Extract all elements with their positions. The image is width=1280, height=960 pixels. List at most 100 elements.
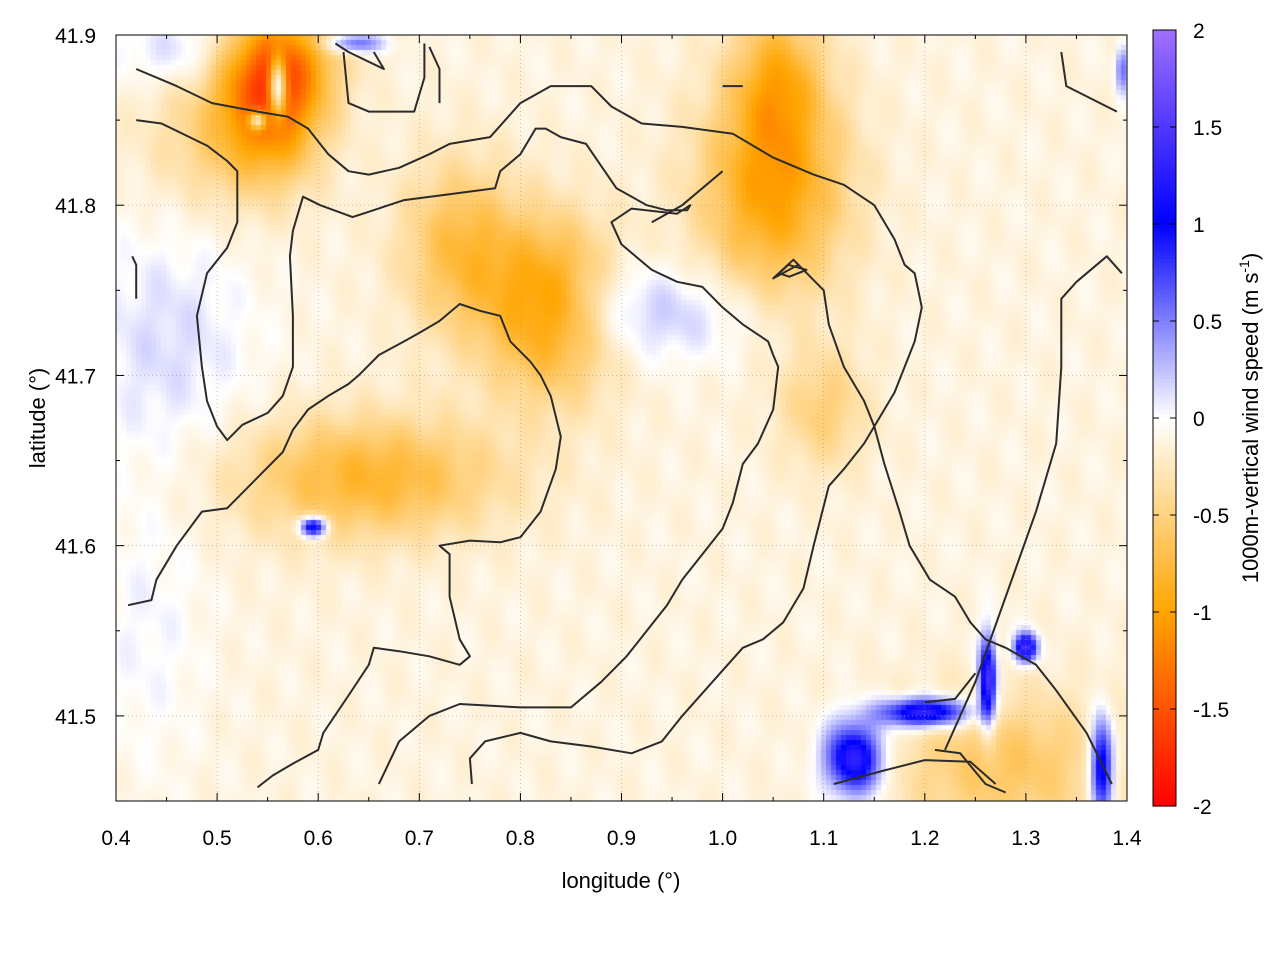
colorbar-swatch <box>1153 49 1176 54</box>
x-tick-label: 0.8 <box>506 827 535 850</box>
colorbar-swatch <box>1153 103 1176 109</box>
colorbar-swatch <box>1153 61 1176 66</box>
colorbar-swatch <box>1153 445 1176 450</box>
x-tick-label: 0.6 <box>304 827 333 850</box>
colorbar-swatch <box>1153 76 1176 82</box>
colorbar-swatch <box>1153 709 1176 714</box>
colorbar-tick-label: 0.5 <box>1193 311 1222 334</box>
colorbar-swatch <box>1153 220 1176 225</box>
heatmap <box>116 35 1127 801</box>
colorbar-swatch <box>1153 402 1176 407</box>
colorbar-swatch <box>1153 658 1176 664</box>
colorbar: 2 1.5 1 0.5 0 -0.5 -1 -1.5 -2 <box>1152 20 1229 819</box>
colorbar-swatch <box>1153 588 1176 594</box>
colorbar-swatch <box>1153 542 1176 547</box>
colorbar-swatch <box>1153 37 1176 43</box>
colorbar-swatch <box>1153 639 1176 644</box>
colorbar-swatch <box>1153 538 1176 543</box>
x-tick-label: 1.0 <box>708 827 737 850</box>
contour-line <box>136 119 780 785</box>
colorbar-swatch <box>1153 92 1176 97</box>
colorbar-swatch <box>1153 247 1176 252</box>
colorbar-swatch <box>1153 212 1176 217</box>
colorbar-swatch <box>1153 371 1176 376</box>
colorbar-swatch <box>1153 515 1176 520</box>
colorbar-swatch <box>1153 553 1176 559</box>
colorbar-swatch <box>1153 111 1176 116</box>
colorbar-swatch <box>1153 441 1176 446</box>
colorbar-swatch <box>1153 786 1176 792</box>
colorbar-swatch <box>1153 336 1176 341</box>
colorbar-swatch <box>1153 410 1176 415</box>
y-tick-label: 41.6 <box>55 536 96 559</box>
colorbar-swatch <box>1153 321 1176 326</box>
colorbar-swatch <box>1153 398 1176 404</box>
colorbar-swatch <box>1153 646 1176 652</box>
colorbar-swatch <box>1153 654 1176 660</box>
colorbar-swatch <box>1153 414 1176 419</box>
colorbar-swatch <box>1153 511 1176 516</box>
colorbar-swatch <box>1153 289 1176 295</box>
y-tick-label: 41.8 <box>55 195 96 218</box>
colorbar-swatch <box>1153 662 1176 667</box>
colorbar-swatch <box>1153 798 1176 803</box>
colorbar-swatch <box>1153 282 1176 287</box>
colorbar-swatch <box>1153 643 1176 648</box>
y-tick-label: 41.5 <box>55 706 96 729</box>
colorbar-swatch <box>1153 557 1176 563</box>
colorbar-swatch <box>1153 666 1176 671</box>
colorbar-swatch <box>1153 623 1176 629</box>
colorbar-swatch <box>1153 612 1176 617</box>
colorbar-swatch <box>1153 530 1176 535</box>
colorbar-swatch <box>1153 99 1176 105</box>
colorbar-swatch <box>1153 456 1176 462</box>
colorbar-swatch <box>1153 177 1176 182</box>
contour-line <box>131 255 138 299</box>
colorbar-swatch <box>1153 720 1176 726</box>
x-tick-label: 1.3 <box>1011 827 1040 850</box>
colorbar-swatch <box>1153 84 1176 89</box>
axis-ticks: 0.4 0.5 0.6 0.7 0.8 0.9 1.0 1.1 1.2 1.3 1.4 41.5 41.… <box>55 25 1142 850</box>
colorbar-swatch <box>1153 452 1176 458</box>
colorbar-tick-label: 0 <box>1193 408 1205 431</box>
colorbar-swatch <box>1153 386 1176 392</box>
colorbar-tick-label: -1.5 <box>1193 699 1229 722</box>
y-axis-label: latitude (°) <box>25 368 50 469</box>
colorbar-swatch <box>1153 503 1176 508</box>
colorbar-swatch <box>1153 301 1176 307</box>
colorbar-swatch <box>1153 235 1176 241</box>
colorbar-swatch <box>1153 251 1176 256</box>
colorbar-swatch <box>1153 732 1176 737</box>
colorbar-swatch <box>1153 604 1176 609</box>
colorbar-swatch <box>1153 309 1176 314</box>
colorbar-swatch <box>1153 701 1176 706</box>
colorbar-swatch <box>1153 736 1176 741</box>
colorbar-swatch <box>1153 627 1176 632</box>
colorbar-tick-label: -1 <box>1193 602 1212 625</box>
colorbar-swatch <box>1153 522 1176 528</box>
colorbar-swatch <box>1153 297 1176 303</box>
colorbar-swatch <box>1153 216 1176 221</box>
contour-line <box>833 759 997 785</box>
colorbar-tick-label: 1 <box>1193 214 1205 237</box>
colorbar-swatch <box>1153 266 1176 272</box>
colorbar-swatch <box>1153 565 1176 570</box>
colorbar-tick-label: 2 <box>1193 20 1205 43</box>
colorbar-tick-label: 1.5 <box>1193 117 1222 140</box>
colorbar-swatch <box>1153 468 1176 473</box>
colorbar-swatch <box>1153 45 1176 50</box>
colorbar-swatch <box>1153 64 1176 70</box>
colorbar-swatch <box>1153 107 1176 113</box>
colorbar-swatch <box>1153 169 1176 175</box>
colorbar-swatch <box>1153 483 1176 489</box>
colorbar-swatch <box>1153 716 1176 722</box>
colorbar-swatch <box>1153 200 1176 206</box>
colorbar-swatch <box>1153 615 1176 621</box>
colorbar-swatch <box>1153 208 1176 213</box>
contour-line <box>778 263 808 278</box>
colorbar-tick-label: -0.5 <box>1193 505 1229 528</box>
colorbar-swatch <box>1153 204 1176 210</box>
colorbar-swatch <box>1153 130 1176 136</box>
colorbar-swatch <box>1153 421 1176 427</box>
